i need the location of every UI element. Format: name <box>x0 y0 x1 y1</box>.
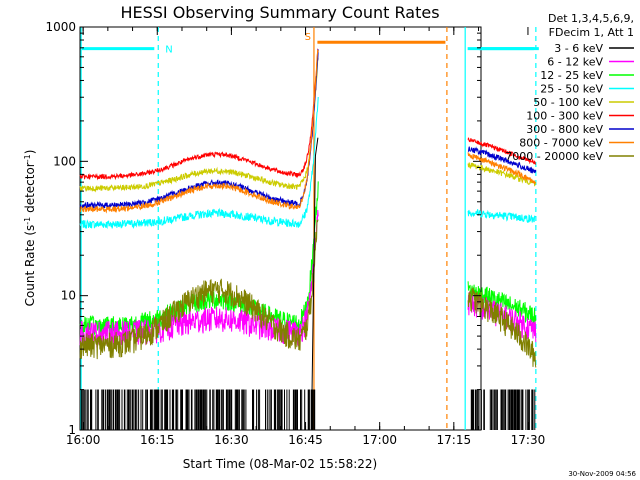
series-line <box>79 181 537 337</box>
plot-area: N S 16:00 16:15 16:30 16:45 17:00 17:15 17:30 1 1… <box>45 20 545 447</box>
chart-title: HESSI Observing Summary Count Rates <box>120 3 439 22</box>
x-tick-label: 16:15 <box>140 433 175 447</box>
legend-header-line2: FDecim 1, Att 1 <box>549 26 634 39</box>
legend-entry-label: 300 - 800 keV <box>526 123 603 136</box>
series-line <box>79 96 536 230</box>
legend: Det 1,3,4,5,6,9, FDecim 1, Att 1 3 - 6 k… <box>505 12 634 163</box>
legend-header-line1: Det 1,3,4,5,6,9, <box>548 12 634 25</box>
legend-entry-label: 800 - 7000 keV <box>519 137 603 150</box>
y-tick-label: 1000 <box>45 20 76 34</box>
series-line <box>79 48 537 181</box>
x-tick-label: 17:00 <box>362 433 397 447</box>
x-tick-label: 16:00 <box>66 433 101 447</box>
y-tick-label: 1 <box>68 423 76 437</box>
legend-entry-label: 12 - 25 keV <box>540 69 603 82</box>
plot-frame <box>79 26 482 431</box>
y-tick-label: 100 <box>53 154 76 168</box>
x-tick-label: 16:30 <box>214 433 249 447</box>
footer-timestamp: 30-Nov-2009 04:56 <box>568 470 636 478</box>
series-line <box>79 57 537 193</box>
legend-entry-label: 3 - 6 keV <box>554 42 603 55</box>
series-line <box>79 50 536 214</box>
legend-entry-label: 50 - 100 keV <box>533 96 603 109</box>
x-axis-label: Start Time (08-Mar-02 15:58:22) <box>183 457 377 471</box>
legend-entry-label: 100 - 300 keV <box>526 110 603 123</box>
series-line <box>310 137 319 431</box>
x-tick-label: 17:15 <box>437 433 472 447</box>
x-tick-label: 16:45 <box>288 433 323 447</box>
night-flag-label: N <box>165 45 172 56</box>
legend-entry-label: 7000 - 20000 keV <box>505 150 603 163</box>
y-tick-label: 10 <box>61 289 76 303</box>
series-line <box>79 219 537 368</box>
legend-entry-label: 6 - 12 keV <box>547 56 603 69</box>
series-line <box>81 389 536 430</box>
series-line <box>79 49 537 210</box>
saa-flag-label: S <box>305 32 311 43</box>
legend-entry-label: 25 - 50 keV <box>540 83 603 96</box>
x-tick-label: 17:30 <box>511 433 546 447</box>
y-axis-label: Count Rate (s-1 detector-1) <box>23 150 38 307</box>
